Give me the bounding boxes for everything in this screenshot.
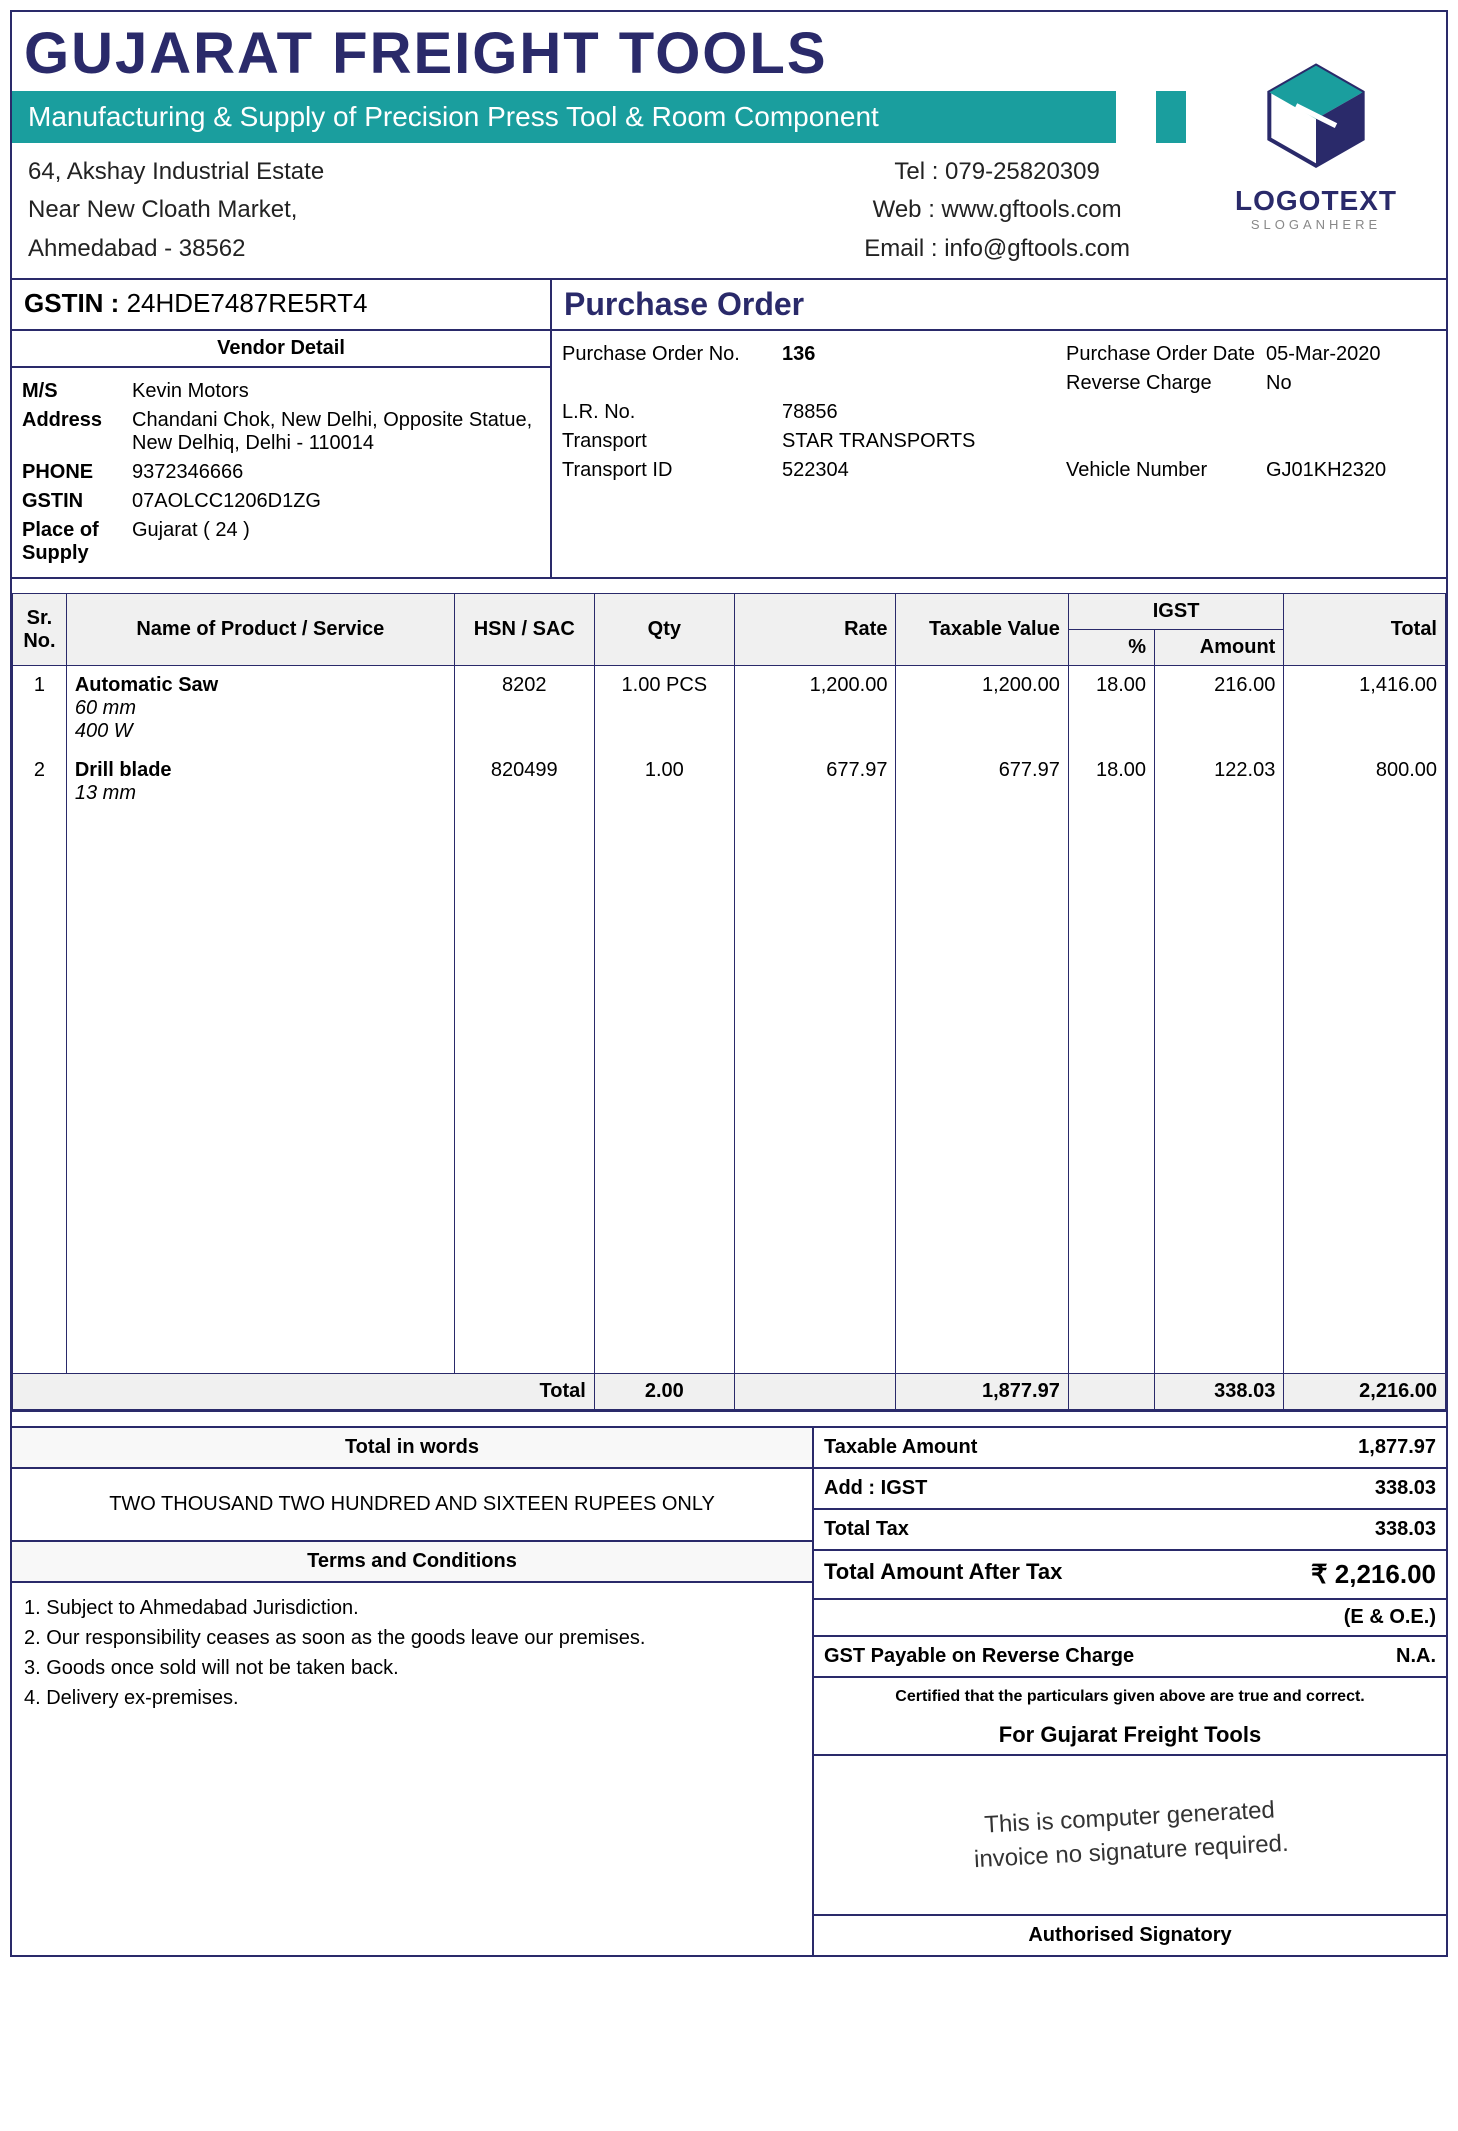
transport-id: 522304 — [782, 459, 1066, 482]
gst-payable: N.A. — [1396, 1645, 1436, 1668]
vendor-phone: 9372346666 — [132, 461, 540, 484]
authorised-signatory: Authorised Signatory — [814, 1916, 1446, 1955]
certification: Certified that the particulars given abo… — [814, 1678, 1446, 1716]
total-in-words: TWO THOUSAND TWO HUNDRED AND SIXTEEN RUP… — [12, 1469, 812, 1542]
items-table: Sr. No. Name of Product / Service HSN / … — [12, 593, 1446, 1412]
gstin-row: GSTIN : 24HDE7487RE5RT4 — [12, 280, 552, 329]
vendor-header: Vendor Detail — [12, 331, 550, 368]
letterhead: GUJARAT FREIGHT TOOLS Manufacturing & Su… — [12, 12, 1446, 280]
item-row: 1Automatic Saw60 mm400 W82021.00 PCS1,20… — [13, 666, 1446, 752]
total-after-tax: ₹ 2,216.00 — [1311, 1559, 1436, 1590]
po-meta-block: Purchase Order No. 136 Purchase Order Da… — [552, 331, 1446, 577]
place-of-supply: Gujarat ( 24 ) — [132, 519, 540, 565]
company-contacts: Tel : 079-25820309 Web : www.gftools.com… — [864, 153, 1170, 268]
taxable-amount: 1,877.97 — [1358, 1436, 1436, 1459]
vendor-name: Kevin Motors — [132, 380, 540, 403]
vendor-detail-block: Vendor Detail M/SKevin Motors AddressCha… — [12, 331, 552, 577]
eoe: (E & O.E.) — [814, 1600, 1446, 1637]
po-date: 05-Mar-2020 — [1266, 343, 1436, 366]
company-tagline: Manufacturing & Supply of Precision Pres… — [12, 91, 1116, 143]
igst-amount: 338.03 — [1375, 1477, 1436, 1500]
purchase-order-document: GUJARAT FREIGHT TOOLS Manufacturing & Su… — [10, 10, 1448, 1957]
for-company: For Gujarat Freight Tools — [814, 1716, 1446, 1756]
accent-bar — [1156, 91, 1186, 143]
po-number: 136 — [782, 343, 815, 365]
vendor-gstin: 07AOLCC1206D1ZG — [132, 490, 540, 513]
vehicle-number: GJ01KH2320 — [1266, 459, 1436, 482]
company-name: GUJARAT FREIGHT TOOLS — [12, 12, 1186, 91]
lr-number: 78856 — [782, 401, 1436, 424]
total-in-words-header: Total in words — [12, 1428, 812, 1469]
logo-icon — [1246, 59, 1386, 179]
total-tax: 338.03 — [1375, 1518, 1436, 1541]
vendor-address: Chandani Chok, New Delhi, Opposite Statu… — [132, 409, 540, 455]
terms-header: Terms and Conditions — [12, 1542, 812, 1583]
item-row: 2Drill blade13 mm8204991.00677.97677.971… — [13, 751, 1446, 813]
company-logo: LOGOTEXT SLOGANHERE — [1186, 12, 1446, 278]
terms-body: 1. Subject to Ahmedabad Jurisdiction.2. … — [12, 1583, 812, 1723]
reverse-charge: No — [1266, 372, 1436, 395]
signature-box: This is computer generated invoice no si… — [814, 1756, 1446, 1916]
company-address: 64, Akshay Industrial Estate Near New Cl… — [28, 153, 864, 268]
document-title: Purchase Order — [552, 280, 1446, 329]
transport: STAR TRANSPORTS — [782, 430, 1436, 453]
